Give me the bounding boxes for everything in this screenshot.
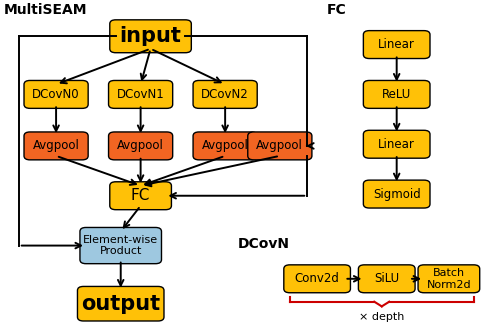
Text: Avgpool: Avgpool bbox=[32, 139, 80, 152]
Text: Avgpool: Avgpool bbox=[202, 139, 248, 152]
FancyBboxPatch shape bbox=[108, 80, 172, 108]
FancyBboxPatch shape bbox=[364, 30, 430, 59]
Text: FC: FC bbox=[131, 188, 150, 203]
FancyBboxPatch shape bbox=[193, 132, 257, 160]
Text: × depth: × depth bbox=[359, 312, 405, 322]
Text: DCovN: DCovN bbox=[238, 237, 290, 251]
Text: Sigmoid: Sigmoid bbox=[373, 188, 420, 201]
Text: MultiSEAM: MultiSEAM bbox=[4, 3, 87, 17]
Text: ReLU: ReLU bbox=[382, 88, 412, 101]
FancyBboxPatch shape bbox=[284, 265, 350, 293]
FancyBboxPatch shape bbox=[364, 130, 430, 158]
Text: Avgpool: Avgpool bbox=[256, 139, 304, 152]
FancyBboxPatch shape bbox=[418, 265, 480, 293]
Text: input: input bbox=[120, 26, 182, 46]
Text: Avgpool: Avgpool bbox=[117, 139, 164, 152]
FancyBboxPatch shape bbox=[364, 180, 430, 208]
Text: FC: FC bbox=[327, 3, 347, 17]
Text: SiLU: SiLU bbox=[374, 272, 400, 285]
FancyBboxPatch shape bbox=[78, 286, 164, 321]
Text: Conv2d: Conv2d bbox=[294, 272, 340, 285]
Text: Linear: Linear bbox=[378, 138, 415, 151]
FancyBboxPatch shape bbox=[24, 132, 88, 160]
FancyBboxPatch shape bbox=[110, 182, 172, 210]
FancyBboxPatch shape bbox=[80, 227, 162, 264]
Text: Linear: Linear bbox=[378, 38, 415, 51]
FancyBboxPatch shape bbox=[24, 80, 88, 108]
FancyBboxPatch shape bbox=[108, 132, 172, 160]
Text: DCovN0: DCovN0 bbox=[32, 88, 80, 101]
Text: DCovN2: DCovN2 bbox=[202, 88, 249, 101]
FancyBboxPatch shape bbox=[248, 132, 312, 160]
Text: DCovN1: DCovN1 bbox=[116, 88, 164, 101]
FancyBboxPatch shape bbox=[193, 80, 257, 108]
Text: output: output bbox=[81, 294, 160, 314]
Text: Batch
Norm2d: Batch Norm2d bbox=[426, 268, 471, 289]
FancyBboxPatch shape bbox=[364, 80, 430, 108]
FancyBboxPatch shape bbox=[110, 20, 192, 53]
Text: Element-wise
Product: Element-wise Product bbox=[83, 235, 158, 256]
FancyBboxPatch shape bbox=[358, 265, 415, 293]
